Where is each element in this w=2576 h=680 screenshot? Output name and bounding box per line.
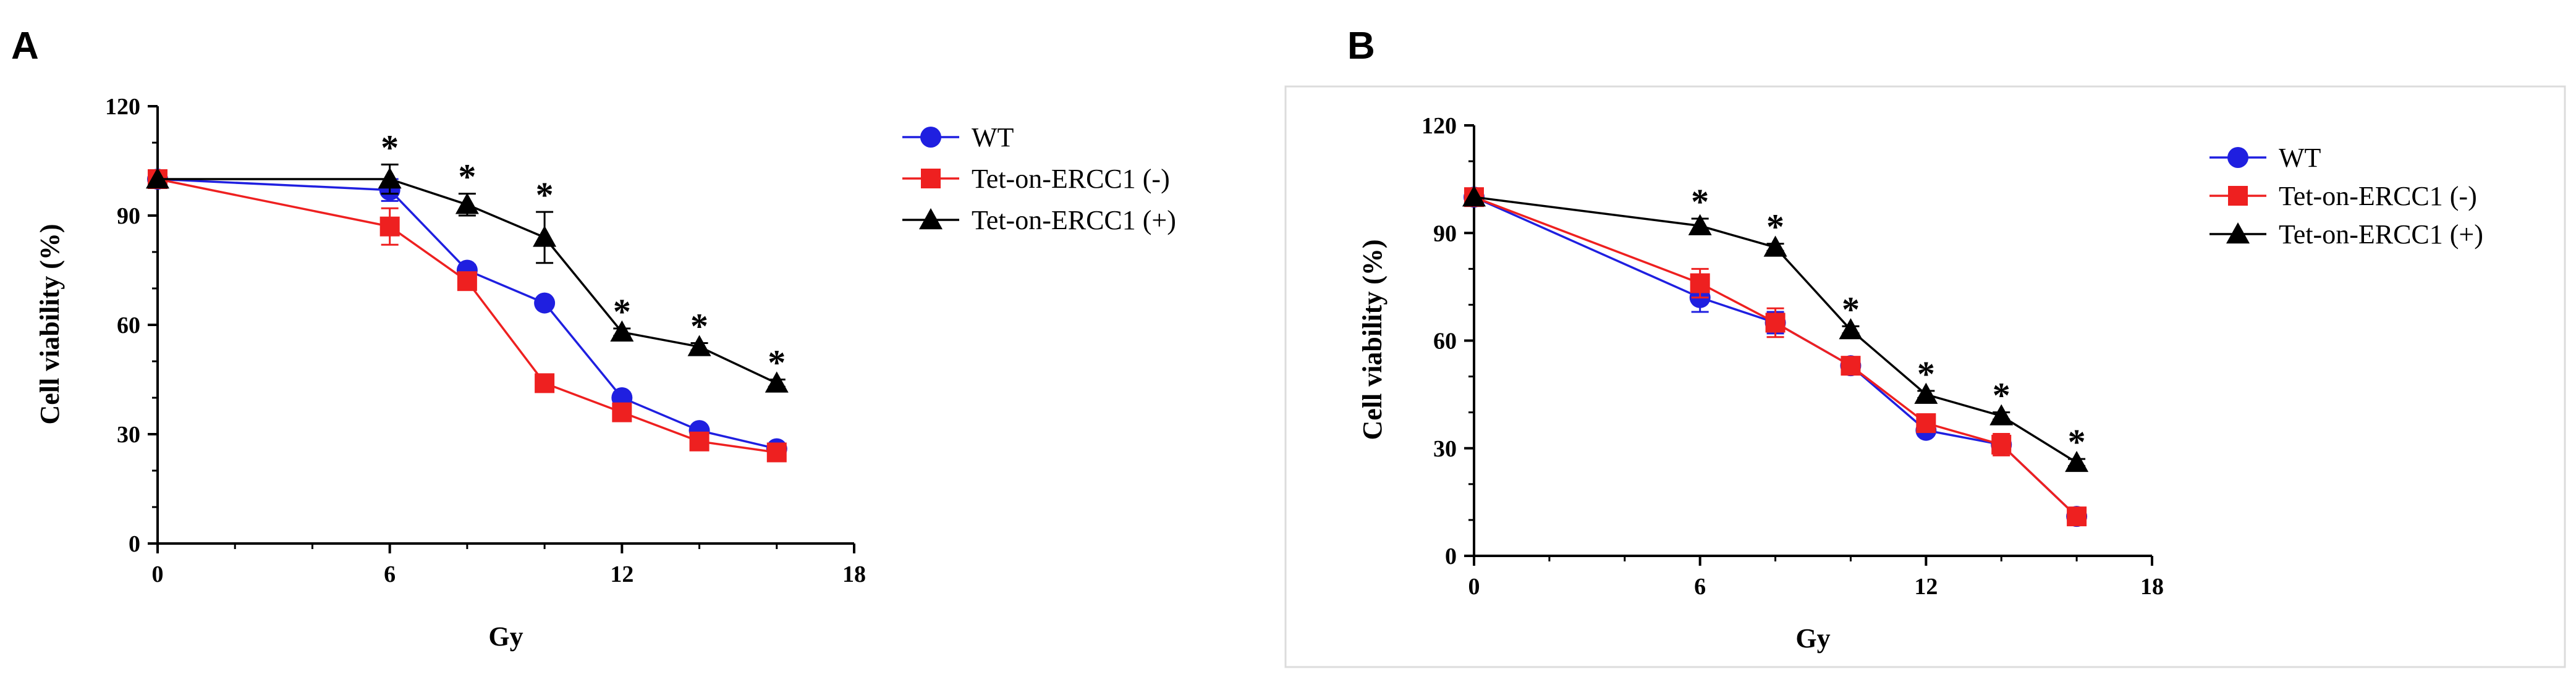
legend-entry: WT	[2210, 143, 2321, 173]
panel-a: A 0 30 60 90 120 0 6 12 18 Gy Cell viability (%) * *…	[11, 25, 1176, 652]
significance-star: *	[536, 175, 554, 215]
legend-marker-square	[921, 169, 941, 188]
data-point-triangle	[455, 193, 479, 214]
data-point-triangle	[1989, 404, 2014, 426]
x-tick-label: 18	[2140, 574, 2164, 600]
data-point-triangle	[1462, 185, 1486, 207]
data-point-triangle	[1688, 214, 1712, 235]
data-point-square	[1991, 434, 2012, 455]
y-tick-label: 120	[1421, 113, 1457, 139]
data-point-square	[379, 216, 400, 237]
data-point-square	[612, 402, 632, 422]
panel-letter-b: B	[1347, 25, 1375, 67]
significance-star: *	[1993, 376, 2010, 416]
series-square	[148, 169, 787, 463]
series-triangle	[1462, 185, 2089, 472]
data-point-triangle	[146, 167, 169, 189]
data-point-square	[457, 271, 477, 292]
data-point-triangle	[2065, 450, 2089, 472]
legend-entry: WT	[902, 122, 1014, 153]
x-tick-label: 0	[1468, 574, 1480, 600]
legend-marker-circle	[2227, 147, 2248, 168]
data-point-square	[1841, 356, 1861, 376]
significance-star: *	[1766, 207, 1784, 247]
y-tick-label: 120	[105, 94, 140, 120]
x-tick-label: 18	[842, 561, 866, 587]
legend-entry: Tet-on-ERCC1 (+)	[2210, 219, 2483, 250]
data-point-triangle	[378, 167, 402, 189]
data-point-triangle	[533, 225, 557, 247]
x-tick-label: 12	[610, 561, 633, 587]
data-point-circle	[534, 292, 556, 314]
data-point-triangle	[1763, 235, 1787, 257]
legend-marker-circle	[920, 127, 941, 148]
legend-marker-triangle	[2226, 222, 2250, 244]
significance-star: *	[2068, 422, 2086, 462]
panel-b-frame	[1284, 85, 2566, 668]
data-point-square	[689, 431, 710, 451]
legend-marker-square	[2228, 186, 2248, 206]
significance-star: *	[458, 157, 476, 197]
panel-letter-a: A	[11, 25, 39, 67]
legend-label: WT	[972, 122, 1014, 153]
data-point-square	[1690, 273, 1710, 293]
y-axis-label: Cell viability (%)	[1357, 239, 1388, 440]
legend-label: Tet-on-ERCC1 (+)	[2279, 219, 2483, 250]
y-tick-label: 0	[1445, 544, 1457, 569]
legend-label: Tet-on-ERCC1 (+)	[972, 205, 1176, 235]
y-tick-label: 30	[117, 422, 140, 448]
y-tick-label: 90	[1433, 220, 1457, 246]
series-square	[1464, 187, 2087, 527]
x-tick-label: 12	[1914, 574, 1938, 600]
legend-marker-triangle	[919, 208, 943, 230]
data-point-triangle	[765, 371, 789, 393]
x-tick-label: 6	[1694, 574, 1706, 600]
panel-b: B 0 30 60 90 120 0 6 12 18 Gy Cell viability (%) * *…	[1284, 25, 2566, 668]
significance-star: *	[768, 343, 786, 383]
y-tick-label: 30	[1433, 436, 1457, 462]
y-tick-label: 60	[117, 313, 140, 338]
data-point-square	[1916, 413, 1936, 434]
x-axis-label: Gy	[488, 621, 523, 652]
legend-label: WT	[2279, 143, 2321, 173]
data-point-square	[535, 373, 555, 393]
x-tick-label: 6	[384, 561, 396, 587]
series-line	[157, 178, 777, 450]
data-point-square	[766, 442, 787, 463]
x-tick-label: 0	[152, 561, 164, 587]
data-point-triangle	[687, 335, 711, 356]
legend-label: Tet-on-ERCC1 (-)	[2279, 181, 2477, 211]
legend-label: Tet-on-ERCC1 (-)	[972, 164, 1170, 194]
y-axis-label: Cell viability (%)	[35, 224, 65, 424]
data-point-triangle	[610, 320, 634, 342]
significance-star: *	[381, 127, 399, 167]
significance-star: *	[690, 306, 708, 346]
significance-star: *	[1842, 289, 1860, 329]
legend-entry: Tet-on-ERCC1 (+)	[902, 205, 1176, 235]
data-point-square	[1765, 313, 1786, 333]
y-tick-label: 90	[117, 203, 140, 229]
y-tick-label: 60	[1433, 329, 1457, 355]
significance-star: *	[1691, 182, 1709, 222]
series-line	[157, 178, 777, 454]
significance-star: *	[1917, 354, 1935, 394]
data-point-square	[2067, 506, 2087, 527]
legend-entry: Tet-on-ERCC1 (-)	[2210, 181, 2477, 211]
significance-star: *	[613, 292, 631, 332]
series-triangle	[146, 163, 789, 393]
y-tick-label: 0	[129, 531, 140, 557]
data-point-triangle	[1839, 318, 1863, 340]
legend-entry: Tet-on-ERCC1 (-)	[902, 164, 1170, 194]
x-axis-label: Gy	[1795, 623, 1830, 653]
data-point-triangle	[1914, 382, 1938, 404]
